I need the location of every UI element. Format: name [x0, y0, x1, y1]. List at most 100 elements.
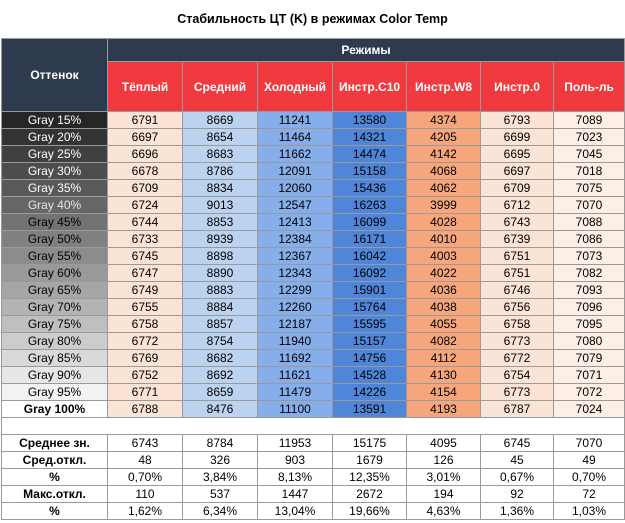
cell-value: 6678 — [107, 162, 183, 180]
summary-label: Макс.откл. — [1, 485, 108, 503]
cell-value: 12187 — [257, 315, 333, 333]
cell-value: 12091 — [257, 162, 333, 180]
cell-value: 15595 — [332, 315, 407, 333]
summary-value: 126 — [406, 451, 481, 469]
summary-value: 11953 — [257, 434, 333, 452]
cell-value: 6791 — [107, 111, 183, 129]
cell-value: 6751 — [480, 247, 554, 265]
cell-value: 16171 — [332, 230, 407, 248]
cell-value: 8476 — [182, 400, 258, 418]
cell-value: 8884 — [182, 298, 258, 316]
cell-value: 14321 — [332, 128, 407, 146]
cell-value: 7072 — [552, 383, 625, 401]
row-label: Gray 40% — [1, 196, 108, 214]
cell-value: 16092 — [332, 264, 407, 282]
summary-value: 12,35% — [332, 468, 407, 486]
table-row: Gray 40% 6724 9013 12547 16263 3999 6712 7070 — [1, 196, 625, 214]
cell-value: 6709 — [480, 179, 554, 197]
summary-value: 45 — [480, 451, 554, 469]
summary-row: % 1,62% 6,34% 13,04% 19,66% 4,63% 1,36% 1,03% — [1, 502, 625, 520]
cell-value: 4003 — [406, 247, 481, 265]
cell-value: 6773 — [480, 383, 554, 401]
row-label: Gray 70% — [1, 298, 108, 316]
cell-value: 6739 — [480, 230, 554, 248]
cell-value: 8890 — [182, 264, 258, 282]
summary-value: 1447 — [257, 485, 333, 503]
cell-value: 7082 — [552, 264, 625, 282]
cell-value: 15157 — [332, 332, 407, 350]
table-row: Gray 25% 6696 8683 11662 14474 4142 6695 7045 — [1, 145, 625, 163]
cell-value: 4082 — [406, 332, 481, 350]
mode-header-2: Холодный — [257, 61, 333, 112]
row-label: Gray 65% — [1, 281, 108, 299]
summary-value: 7070 — [552, 434, 625, 452]
summary-value: 48 — [107, 451, 183, 469]
summary-value: 2672 — [332, 485, 407, 503]
cell-value: 13591 — [332, 400, 407, 418]
modes-header: Режимы — [106, 38, 625, 62]
cell-value: 7093 — [552, 281, 625, 299]
cell-value: 4036 — [406, 281, 481, 299]
cell-value: 15764 — [332, 298, 407, 316]
cell-value: 8939 — [182, 230, 258, 248]
cell-value: 7088 — [552, 213, 625, 231]
cell-value: 8883 — [182, 281, 258, 299]
summary-value: 6743 — [107, 434, 183, 452]
cell-value: 4062 — [406, 179, 481, 197]
row-label: Gray 85% — [1, 349, 108, 367]
cell-value: 7023 — [552, 128, 625, 146]
cell-value: 7075 — [552, 179, 625, 197]
row-label: Gray 80% — [1, 332, 108, 350]
cell-value: 7080 — [552, 332, 625, 350]
row-label: Gray 35% — [1, 179, 108, 197]
cell-value: 6787 — [480, 400, 554, 418]
cell-value: 4154 — [406, 383, 481, 401]
cell-value: 6769 — [107, 349, 183, 367]
summary-value: 8784 — [182, 434, 258, 452]
cell-value: 7079 — [552, 349, 625, 367]
cell-value: 6746 — [480, 281, 554, 299]
summary-value: 6745 — [480, 434, 554, 452]
cell-value: 6712 — [480, 196, 554, 214]
cell-value: 12260 — [257, 298, 333, 316]
summary-label: Среднее зн. — [1, 434, 108, 452]
cell-value: 7045 — [552, 145, 625, 163]
cell-value: 6744 — [107, 213, 183, 231]
cell-value: 4374 — [406, 111, 481, 129]
cell-value: 6751 — [480, 264, 554, 282]
cell-value: 7071 — [552, 366, 625, 384]
summary-value: 4095 — [406, 434, 481, 452]
cell-value: 16099 — [332, 213, 407, 231]
mode-header-3: Инстр.C10 — [332, 61, 407, 112]
table-row: Gray 20% 6697 8654 11464 14321 4205 6699 7023 — [1, 128, 625, 146]
separator-row — [0, 417, 625, 435]
summary-label: % — [1, 468, 108, 486]
cell-value: 8682 — [182, 349, 258, 367]
table-row: Gray 70% 6755 8884 12260 15764 4038 6756 7096 — [1, 298, 625, 316]
summary-value: 194 — [406, 485, 481, 503]
cell-value: 14756 — [332, 349, 407, 367]
cell-value: 11464 — [257, 128, 333, 146]
cell-value: 4010 — [406, 230, 481, 248]
summary-value: 0,67% — [480, 468, 554, 486]
cell-value: 6709 — [107, 179, 183, 197]
cell-value: 6733 — [107, 230, 183, 248]
row-label: Gray 50% — [1, 230, 108, 248]
summary-value: 110 — [107, 485, 183, 503]
cell-value: 4112 — [406, 349, 481, 367]
cell-value: 6772 — [107, 332, 183, 350]
table-row: Gray 75% 6758 8857 12187 15595 4055 6758 7095 — [1, 315, 625, 333]
cell-value: 4142 — [406, 145, 481, 163]
row-label: Gray 25% — [1, 145, 108, 163]
cell-value: 7024 — [552, 400, 625, 418]
table-row: Gray 15% 6791 8669 11241 13580 4374 6793 7089 — [1, 111, 625, 129]
cell-value: 8786 — [182, 162, 258, 180]
mode-header-0: Тёплый — [107, 61, 183, 112]
row-label: Gray 75% — [1, 315, 108, 333]
cell-value: 15158 — [332, 162, 407, 180]
cell-value: 11241 — [257, 111, 333, 129]
summary-value: 1,03% — [552, 502, 625, 520]
mode-header-4: Инстр.W8 — [406, 61, 481, 112]
summary-value: 537 — [182, 485, 258, 503]
cell-value: 4068 — [406, 162, 481, 180]
